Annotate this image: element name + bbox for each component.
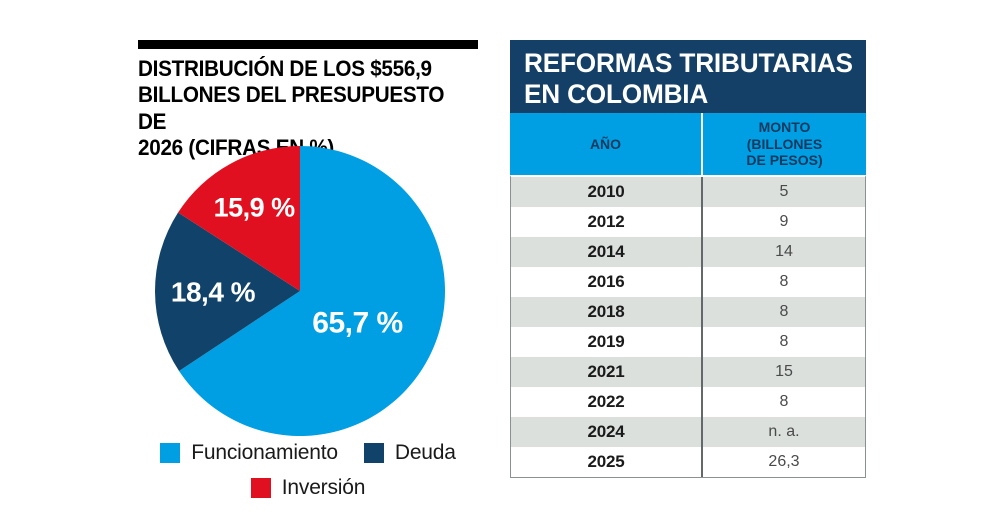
year-cell: 2018 <box>511 297 703 327</box>
table-row-2018: 2018 8 <box>511 297 865 327</box>
year-cell: 2012 <box>511 207 703 237</box>
table-row-2025: 2025 26,3 <box>511 447 865 477</box>
title-rule-bar <box>138 40 478 49</box>
table-body: 2010 5 2012 9 2014 14 2016 8 2018 8 2019 8 2021 15 202… <box>510 175 866 478</box>
monto-cell: 8 <box>779 273 789 290</box>
pie-value-label-funcionamiento: 65,7 % <box>312 306 402 339</box>
column-header-monto-line3: DE PESOS) <box>746 152 823 169</box>
legend-row-1: Funcionamiento Deuda <box>138 441 478 465</box>
monto-cell: 26,3 <box>768 453 800 470</box>
year-cell: 2019 <box>511 327 703 357</box>
legend-item-deuda: Deuda <box>363 441 456 465</box>
monto-cell: 5 <box>779 183 789 200</box>
table-row-2012: 2012 9 <box>511 207 865 237</box>
year-cell: 2010 <box>511 177 703 207</box>
monto-cell: 15 <box>775 363 793 380</box>
pie-legend: Funcionamiento Deuda Inversión <box>138 441 478 511</box>
pie-slice-funcionamiento <box>179 146 445 436</box>
year-cell: 2014 <box>511 237 703 267</box>
monto-cell: 8 <box>779 303 789 320</box>
legend-label-deuda: Deuda <box>394 441 456 464</box>
monto-cell: 9 <box>779 213 789 230</box>
table-row-2021: 2021 15 <box>511 357 865 387</box>
table-row-2022: 2022 8 <box>511 387 865 417</box>
pie-slice-inversión <box>178 146 300 291</box>
legend-item-inversion: Inversión <box>250 476 366 500</box>
table-row-2019: 2019 8 <box>511 327 865 357</box>
table-title: REFORMAS TRIBUTARIAS EN COLOMBIA <box>524 48 856 110</box>
table-title-banner: REFORMAS TRIBUTARIAS EN COLOMBIA <box>510 40 866 113</box>
column-header-monto-line1: MONTO <box>758 119 811 136</box>
monto-cell: 8 <box>779 333 789 350</box>
pie-chart-title: DISTRIBUCIÓN DE LOS $556,9 BILLONES DEL … <box>138 56 458 162</box>
pie-slice-deuda <box>155 212 300 371</box>
legend-label-funcionamiento: Funcionamiento <box>191 441 338 464</box>
pie-chart-title-line2: BILLONES DEL PRESUPUESTO DE <box>138 82 445 134</box>
legend-item-funcionamiento: Funcionamiento <box>160 441 338 465</box>
column-header-year-label: AÑO <box>589 135 622 152</box>
year-cell: 2024 <box>511 417 703 447</box>
pie-chart-svg: 65,7 % 18,4 % 15,9 % <box>155 146 445 436</box>
year-cell: 2025 <box>511 447 703 477</box>
column-header-year: AÑO <box>510 113 703 175</box>
pie-value-label-inversión: 15,9 % <box>214 192 296 222</box>
monto-cell: 14 <box>775 243 793 260</box>
column-header-monto-line2: (BILLONES <box>746 135 823 152</box>
inversion-swatch-icon <box>250 478 271 498</box>
pie-value-label-deuda: 18,4 % <box>171 276 256 307</box>
year-cell: 2016 <box>511 267 703 297</box>
pie-chart-title-line1: DISTRIBUCIÓN DE LOS $556,9 <box>138 56 432 81</box>
deuda-swatch-icon <box>363 443 384 463</box>
pie-chart-section: DISTRIBUCIÓN DE LOS $556,9 BILLONES DEL … <box>138 40 478 162</box>
reforms-table-section: REFORMAS TRIBUTARIAS EN COLOMBIA AÑO MON… <box>510 40 866 478</box>
table-header-row: AÑO MONTO (BILLONES DE PESOS) <box>510 113 866 175</box>
table-row-2014: 2014 14 <box>511 237 865 267</box>
pie-chart: 65,7 % 18,4 % 15,9 % <box>150 141 450 441</box>
year-cell: 2022 <box>511 387 703 417</box>
monto-cell: n. a. <box>768 423 800 440</box>
column-header-monto: MONTO (BILLONES DE PESOS) <box>703 113 866 175</box>
table-row-2010: 2010 5 <box>511 177 865 207</box>
legend-row-2: Inversión <box>138 476 478 500</box>
table-title-line2: EN COLOMBIA <box>524 78 709 109</box>
year-cell: 2021 <box>511 357 703 387</box>
legend-label-inversion: Inversión <box>281 476 366 499</box>
funcionamiento-swatch-icon <box>160 443 181 463</box>
monto-cell: 8 <box>779 393 789 410</box>
table-row-2016: 2016 8 <box>511 267 865 297</box>
table-title-line1: REFORMAS TRIBUTARIAS <box>524 48 853 78</box>
table-row-2024: 2024 n. a. <box>511 417 865 447</box>
